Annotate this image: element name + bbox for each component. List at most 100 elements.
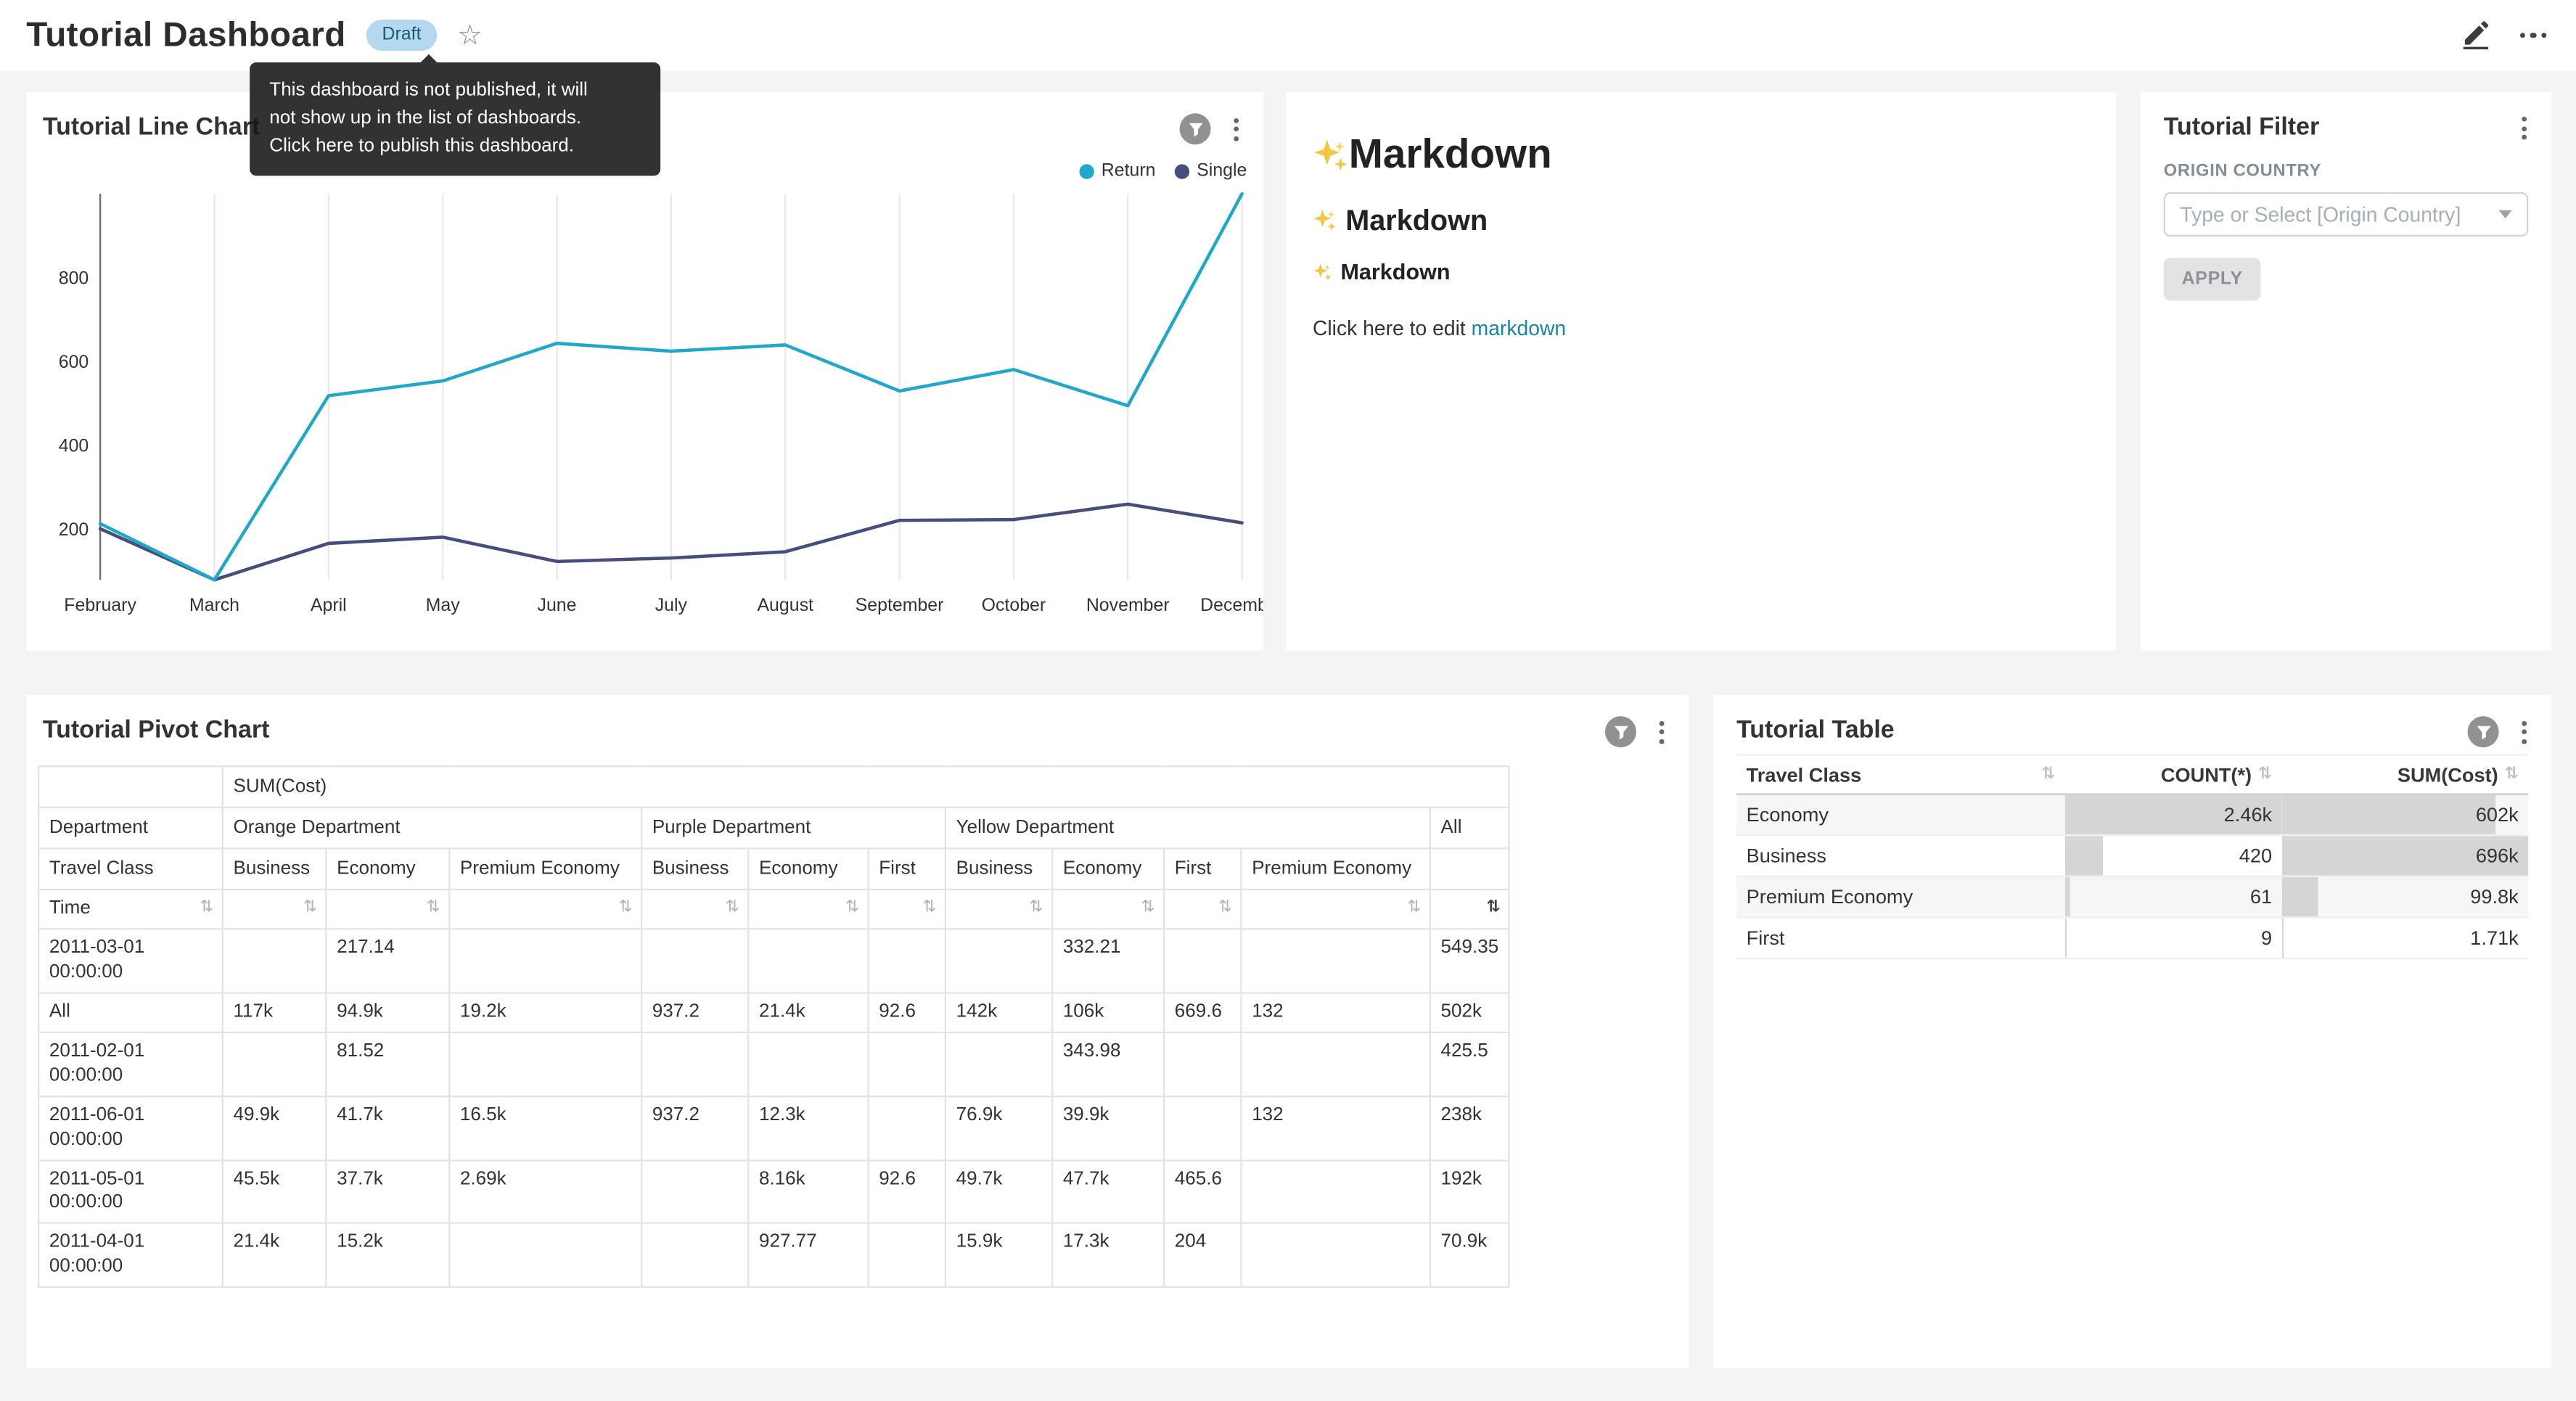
origin-country-select[interactable]: Type or Select [Origin Country]	[2163, 192, 2529, 237]
pivot-value-cell: 92.6	[867, 1159, 947, 1225]
kebab-menu-icon[interactable]	[1651, 717, 1672, 747]
pivot-value-cell: 15.2k	[325, 1223, 451, 1289]
y-axis-label: 600	[59, 352, 89, 372]
pivot-value-cell	[747, 928, 869, 994]
more-options-icon[interactable]	[2516, 26, 2549, 45]
pivot-value-cell	[867, 1031, 947, 1097]
pivot-sort-cell: ⇅	[867, 888, 947, 930]
favorite-star-icon[interactable]: ☆	[457, 20, 483, 52]
pivot-group-header: Yellow Department	[944, 806, 1431, 850]
value-bar	[2281, 794, 2495, 834]
x-axis-label: September	[856, 595, 944, 615]
line-series-return	[98, 192, 1244, 582]
filter-indicator-icon[interactable]	[2467, 716, 2499, 748]
tooltip-line: not show up in the list of dashboards.	[269, 108, 582, 128]
pivot-value-cell: 343.98	[1051, 1031, 1165, 1097]
value-bar	[2281, 918, 2283, 957]
legend-item-single[interactable]: Single	[1175, 161, 1247, 181]
filter-indicator-icon[interactable]	[1179, 113, 1211, 145]
sort-icon[interactable]: ⇅	[1407, 899, 1422, 918]
pivot-value-cell	[1240, 1031, 1431, 1097]
pivot-value-cell: 142k	[944, 992, 1054, 1033]
pivot-sort-cell: ⇅	[747, 888, 869, 930]
pivot-value-cell	[448, 1223, 643, 1289]
pivot-value-cell	[1162, 1031, 1242, 1097]
pivot-sort-cell: ⇅	[944, 888, 1054, 930]
pivot-value-cell	[1240, 1159, 1431, 1225]
sort-icon[interactable]: ⇅	[725, 899, 739, 918]
sort-icon[interactable]: ⇅	[1218, 899, 1233, 918]
pivot-value-cell	[867, 928, 947, 994]
pivot-value-cell	[221, 1031, 327, 1097]
edit-dashboard-icon[interactable]	[2460, 20, 2490, 51]
pivot-row: All 117k 94.9k 19.2k 937.2 21.4k 92.6 142k 106k 6…	[38, 992, 1511, 1033]
pivot-value-cell	[1162, 1095, 1242, 1161]
header-right	[2460, 20, 2549, 51]
markdown-paragraph: Click here to edit markdown	[1312, 316, 1567, 340]
line-chart-card: Tutorial Line Chart Return Single Februa…	[26, 91, 1264, 651]
pivot-value-cell: 39.9k	[1051, 1095, 1165, 1161]
pivot-sort-cell: ⇅	[1162, 888, 1242, 930]
column-label: SUM(Cost)	[2397, 763, 2498, 786]
legend-item-return[interactable]: Return	[1080, 161, 1156, 181]
pivot-value-cell: 238k	[1429, 1095, 1511, 1161]
line-chart-title: Tutorial Line Chart	[42, 113, 261, 141]
pivot-sort-cell: ⇅	[221, 888, 327, 930]
pivot-value-cell: 41.7k	[325, 1095, 451, 1161]
cell-value: 2.46k	[2223, 803, 2273, 826]
sort-icon[interactable]: ⇅	[426, 899, 440, 918]
cell-value: 9	[2261, 926, 2273, 950]
pivot-value-cell: 217.14	[325, 928, 451, 994]
pivot-value-cell: 425.5	[1429, 1031, 1511, 1097]
sort-icon[interactable]: ⇅	[303, 899, 317, 918]
pivot-table: SUM(Cost) Department Orange Department Purp…	[38, 765, 1511, 1289]
pivot-value-cell	[640, 1159, 750, 1225]
kebab-menu-icon[interactable]	[1226, 114, 1247, 144]
pivot-value-cell: 332.21	[1051, 928, 1165, 994]
pivot-row-header: 2011-03-01 00:00:00	[38, 928, 223, 994]
sort-icon[interactable]: ⇅	[2041, 764, 2056, 783]
kebab-menu-icon[interactable]	[2514, 113, 2535, 143]
table-column-header[interactable]: SUM(Cost) ⇅	[2281, 754, 2529, 795]
tooltip-line: Click here to publish this dashboard.	[269, 136, 575, 157]
sort-icon[interactable]: ⇅	[1029, 899, 1043, 918]
dashboard-header: Tutorial Dashboard Draft ☆	[0, 0, 2576, 71]
sort-icon[interactable]: ⇅	[200, 899, 214, 918]
sort-icon[interactable]: ⇅	[1486, 899, 1501, 918]
kebab-menu-icon[interactable]	[2514, 717, 2535, 747]
pivot-value-cell	[640, 1031, 750, 1097]
sort-icon[interactable]: ⇅	[1141, 899, 1155, 918]
pivot-value-cell: 21.4k	[747, 992, 869, 1033]
sum-cell: 696k	[2281, 835, 2529, 877]
pivot-value-cell	[640, 1223, 750, 1289]
draft-badge[interactable]: Draft	[365, 20, 438, 51]
sort-icon[interactable]: ⇅	[2258, 764, 2273, 783]
sort-icon[interactable]: ⇅	[618, 899, 633, 918]
sort-icon[interactable]: ⇅	[922, 899, 937, 918]
filter-indicator-icon[interactable]	[1604, 716, 1636, 748]
sort-icon[interactable]: ⇅	[2504, 764, 2519, 783]
x-axis-label: March	[189, 595, 239, 615]
x-axis-label: July	[655, 595, 688, 615]
pivot-class-header: Economy	[325, 847, 451, 891]
pivot-value-cell: 76.9k	[944, 1095, 1054, 1161]
cell-value: 420	[2239, 844, 2273, 868]
pivot-value-cell: 70.9k	[1429, 1223, 1511, 1289]
pivot-value-cell: 937.2	[640, 1095, 750, 1161]
pivot-class-header: Business	[221, 847, 327, 891]
markdown-h2: Markdown	[1313, 204, 2090, 239]
apply-button[interactable]: APPLY	[2163, 258, 2261, 301]
table-column-header[interactable]: Travel Class ⇅	[1736, 754, 2065, 795]
pivot-value-cell: 37.7k	[325, 1159, 451, 1225]
table-column-header[interactable]: COUNT(*) ⇅	[2064, 754, 2282, 795]
markdown-card: Markdown Markdown Markdown Click here to…	[1286, 91, 2117, 651]
y-axis-label: 200	[59, 519, 89, 540]
pivot-value-cell: 8.16k	[747, 1159, 869, 1225]
markdown-edit-link[interactable]: markdown	[1471, 316, 1567, 340]
y-axis-label: 400	[59, 435, 89, 456]
sort-icon[interactable]: ⇅	[845, 899, 860, 918]
pivot-value-cell: 81.52	[325, 1031, 451, 1097]
count-cell: 2.46k	[2064, 794, 2282, 837]
sum-cell: 99.8k	[2281, 876, 2529, 919]
travel-class-cell: Business	[1736, 835, 2065, 877]
